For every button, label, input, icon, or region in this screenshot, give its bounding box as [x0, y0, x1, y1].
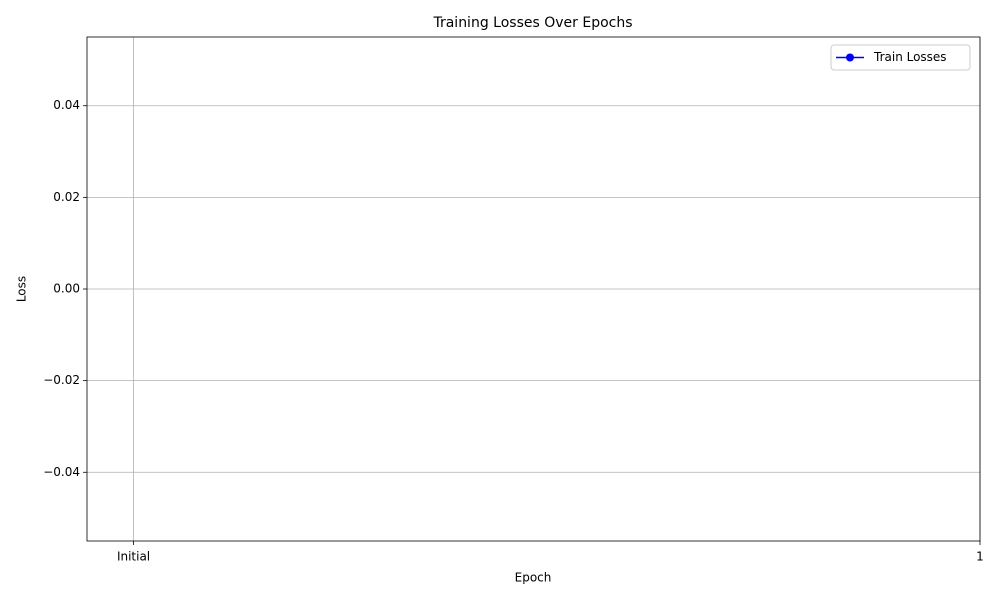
y-tick-label: 0.04: [53, 98, 80, 112]
x-axis-label: Epoch: [515, 571, 552, 585]
y-tick-label: −0.04: [43, 465, 80, 479]
chart-title: Training Losses Over Epochs: [432, 15, 632, 31]
y-tick-label: 0.02: [53, 190, 80, 204]
x-tick-label: Initial: [117, 550, 150, 564]
x-tick-label: 1: [976, 550, 984, 564]
plot-frame: [86, 36, 981, 542]
y-tick-label: 0.00: [53, 282, 80, 296]
y-tick-label: −0.02: [43, 373, 80, 387]
y-axis-label: Loss: [15, 276, 29, 302]
legend-box: [830, 44, 971, 71]
legend-marker: [846, 53, 854, 62]
legend-label: Train Losses: [873, 50, 947, 64]
